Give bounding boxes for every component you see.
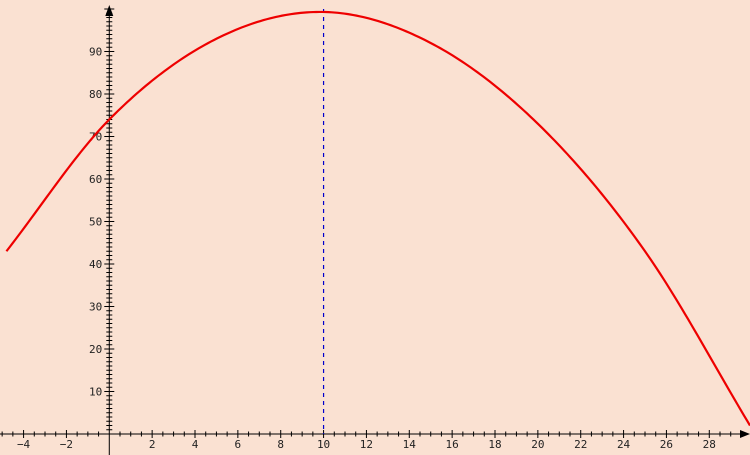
x-tick-label: 2 bbox=[149, 438, 156, 451]
x-tick-label: 12 bbox=[360, 438, 373, 451]
y-tick-label: 40 bbox=[89, 258, 102, 271]
y-tick-label: 90 bbox=[89, 46, 102, 59]
y-tick-label: 10 bbox=[89, 386, 102, 399]
series-line bbox=[5, 10, 750, 427]
y-tick-labels: 10 20 30 40 50 60 70 80 90 bbox=[89, 46, 102, 399]
y-tick-label: 20 bbox=[89, 343, 102, 356]
x-tick-label: 18 bbox=[488, 438, 501, 451]
x-tick-labels: −4 −2 2 4 6 8 10 12 14 16 18 20 22 24 26 28 bbox=[17, 438, 716, 451]
y-tick-label: 70 bbox=[89, 131, 102, 144]
x-tick-label: 10 bbox=[317, 438, 330, 451]
y-tick-label: 80 bbox=[89, 88, 102, 101]
x-tick-label: 20 bbox=[531, 438, 544, 451]
x-tick-label: 24 bbox=[617, 438, 631, 451]
x-tick-label: −2 bbox=[60, 438, 73, 451]
minor-ticks bbox=[1, 8, 732, 438]
x-axis bbox=[0, 430, 750, 438]
x-tick-label: 6 bbox=[235, 438, 242, 451]
x-axis-arrow bbox=[740, 430, 750, 438]
x-tick-label: 16 bbox=[446, 438, 459, 451]
y-tick-label: 30 bbox=[89, 301, 102, 314]
x-tick-label: 14 bbox=[403, 438, 417, 451]
x-tick-label: 4 bbox=[192, 438, 199, 451]
x-tick-label: 28 bbox=[703, 438, 716, 451]
y-axis-arrow bbox=[105, 5, 114, 16]
y-tick-label: 50 bbox=[89, 216, 102, 229]
x-tick-label: 22 bbox=[574, 438, 587, 451]
y-tick-label: 60 bbox=[89, 173, 102, 186]
x-tick-label: 8 bbox=[277, 438, 284, 451]
x-tick-label: −4 bbox=[17, 438, 31, 451]
x-tick-label: 26 bbox=[660, 438, 673, 451]
